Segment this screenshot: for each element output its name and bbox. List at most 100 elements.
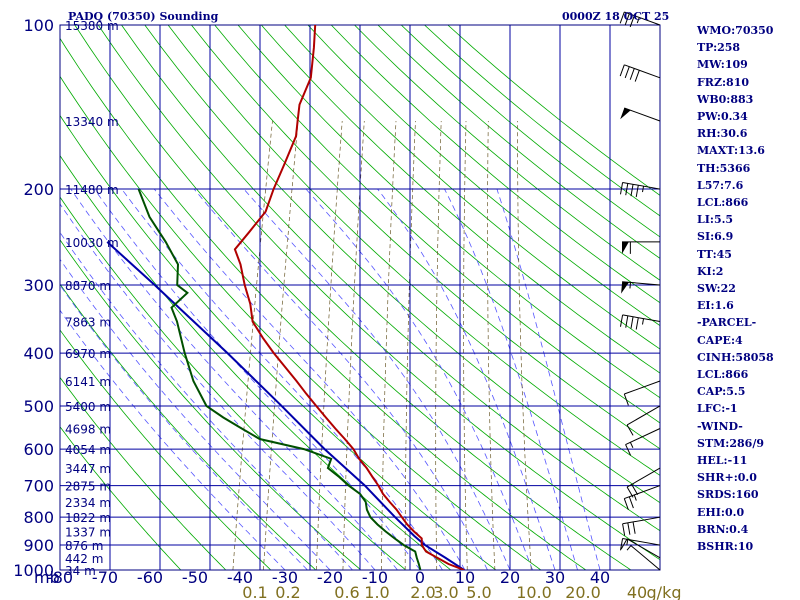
dry-adiabat (97, 25, 660, 561)
pressure-label: 400 (23, 344, 54, 363)
dry-adiabat (60, 75, 542, 570)
index-row: BRN:0.4 (697, 522, 749, 536)
mixing-ratio-line (435, 120, 442, 570)
wind-barb (620, 538, 661, 559)
barb-half-flag (633, 494, 637, 501)
height-label: 2875 m (65, 480, 111, 494)
barb-flag (623, 498, 629, 511)
dry-adiabat (261, 25, 660, 374)
height-label: 4698 m (65, 422, 111, 436)
dry-adiabat (121, 25, 660, 532)
barb-staff (626, 405, 661, 426)
dry-adiabat (60, 283, 317, 570)
height-label: 2334 m (65, 496, 111, 510)
chart-time: 0000Z 18 OCT 25 (562, 10, 669, 23)
height-label: 7863 m (65, 316, 111, 330)
height-label: 4054 m (65, 443, 111, 457)
moist-adiabat (444, 188, 578, 570)
height-label: 1822 m (65, 511, 111, 525)
barb-staff (624, 485, 661, 500)
barb-flag (631, 484, 639, 496)
barb-flag (634, 70, 640, 82)
barb-flag (635, 317, 639, 330)
temperature-tick-label: 10 (455, 568, 475, 587)
mixing-ratio-line (315, 120, 343, 570)
barb-flag (630, 316, 634, 329)
index-row: BSHR:10 (697, 540, 754, 554)
moist-adiabat (496, 188, 601, 570)
index-row: WMO:70350 (697, 24, 774, 37)
height-label: 5400 m (65, 400, 111, 414)
wind-barb (626, 405, 661, 436)
index-row: LCL:866 (697, 196, 749, 210)
temperature-tick-label: 0 (415, 568, 425, 587)
index-row: EHI:0.0 (697, 505, 745, 519)
height-label: 13340 m (65, 115, 119, 129)
wind-barb (619, 64, 661, 82)
barb-staff (622, 516, 661, 525)
chart-title: PADQ (70350) Sounding (68, 10, 219, 23)
barb-pennant (622, 241, 629, 254)
dry-adiabat (191, 25, 660, 450)
mixing-ratio-line (517, 120, 532, 570)
barb-flag (628, 496, 634, 509)
barb-flag (627, 522, 631, 535)
moist-adiabat (377, 188, 556, 570)
wind-barb (625, 428, 661, 456)
wind-barb (620, 314, 661, 330)
index-row: LI:5.5 (697, 213, 734, 227)
barb-flag (625, 183, 629, 196)
temperature-tick-label: -30 (272, 568, 298, 587)
pressure-label: 800 (23, 508, 54, 527)
index-row: KI:2 (697, 264, 724, 278)
mixing-ratio-label: 20.0 (565, 583, 601, 600)
temperature-tick-label: -40 (227, 568, 253, 587)
barb-staff (622, 314, 661, 323)
index-row: SI:6.9 (697, 230, 734, 244)
mixing-ratio-line (487, 120, 496, 570)
mixing-ratio-line (263, 120, 299, 570)
mixing-ratio-label: 5.0 (466, 583, 491, 600)
index-row: TH:5366 (697, 161, 751, 175)
wind-barb (623, 380, 661, 406)
pressure-label: 100 (23, 16, 54, 35)
dry-adiabat (60, 37, 587, 570)
dry-adiabat (60, 196, 407, 570)
index-row: TP:258 (697, 41, 741, 55)
mixing-ratio-label: 3.0 (433, 583, 458, 600)
plot-frame (59, 24, 661, 571)
wind-barb (620, 107, 661, 122)
x-axis-prefix: mb (34, 568, 60, 587)
pressure-label: 900 (23, 536, 54, 555)
index-row: LCL:866 (697, 368, 749, 382)
height-label: 34 m (65, 564, 96, 578)
moist-adiabat (93, 188, 421, 570)
dry-adiabat (284, 25, 660, 350)
temperature-tick-label: -50 (182, 568, 208, 587)
barb-staff (624, 380, 661, 395)
index-row: -PARCEL- (697, 316, 757, 330)
barb-half-flag (641, 318, 645, 325)
barb-flag (630, 184, 634, 197)
barb-flag (620, 538, 628, 550)
height-label: 3447 m (65, 462, 111, 476)
barb-flag (625, 444, 632, 456)
dry-adiabat (60, 376, 227, 570)
moist-adiabat (153, 188, 466, 570)
temperature-tick-label: 30 (545, 568, 565, 587)
clipped-background (60, 25, 660, 570)
wind-barb (619, 11, 661, 28)
temperature-tick-label: -20 (317, 568, 343, 587)
dry-adiabat (354, 25, 660, 281)
temperature-tick-label: -10 (362, 568, 388, 587)
height-label: 10030 m (65, 236, 119, 250)
index-row: SW:22 (697, 282, 736, 296)
index-row: TT:45 (697, 247, 732, 261)
barb-staff (630, 545, 661, 571)
barb-half-flag (629, 282, 631, 289)
mixing-ratio-label: 0.1 (242, 583, 267, 600)
index-row: HEL:-11 (697, 454, 748, 468)
barb-staff (625, 428, 661, 446)
moist-adiabat (121, 188, 443, 570)
